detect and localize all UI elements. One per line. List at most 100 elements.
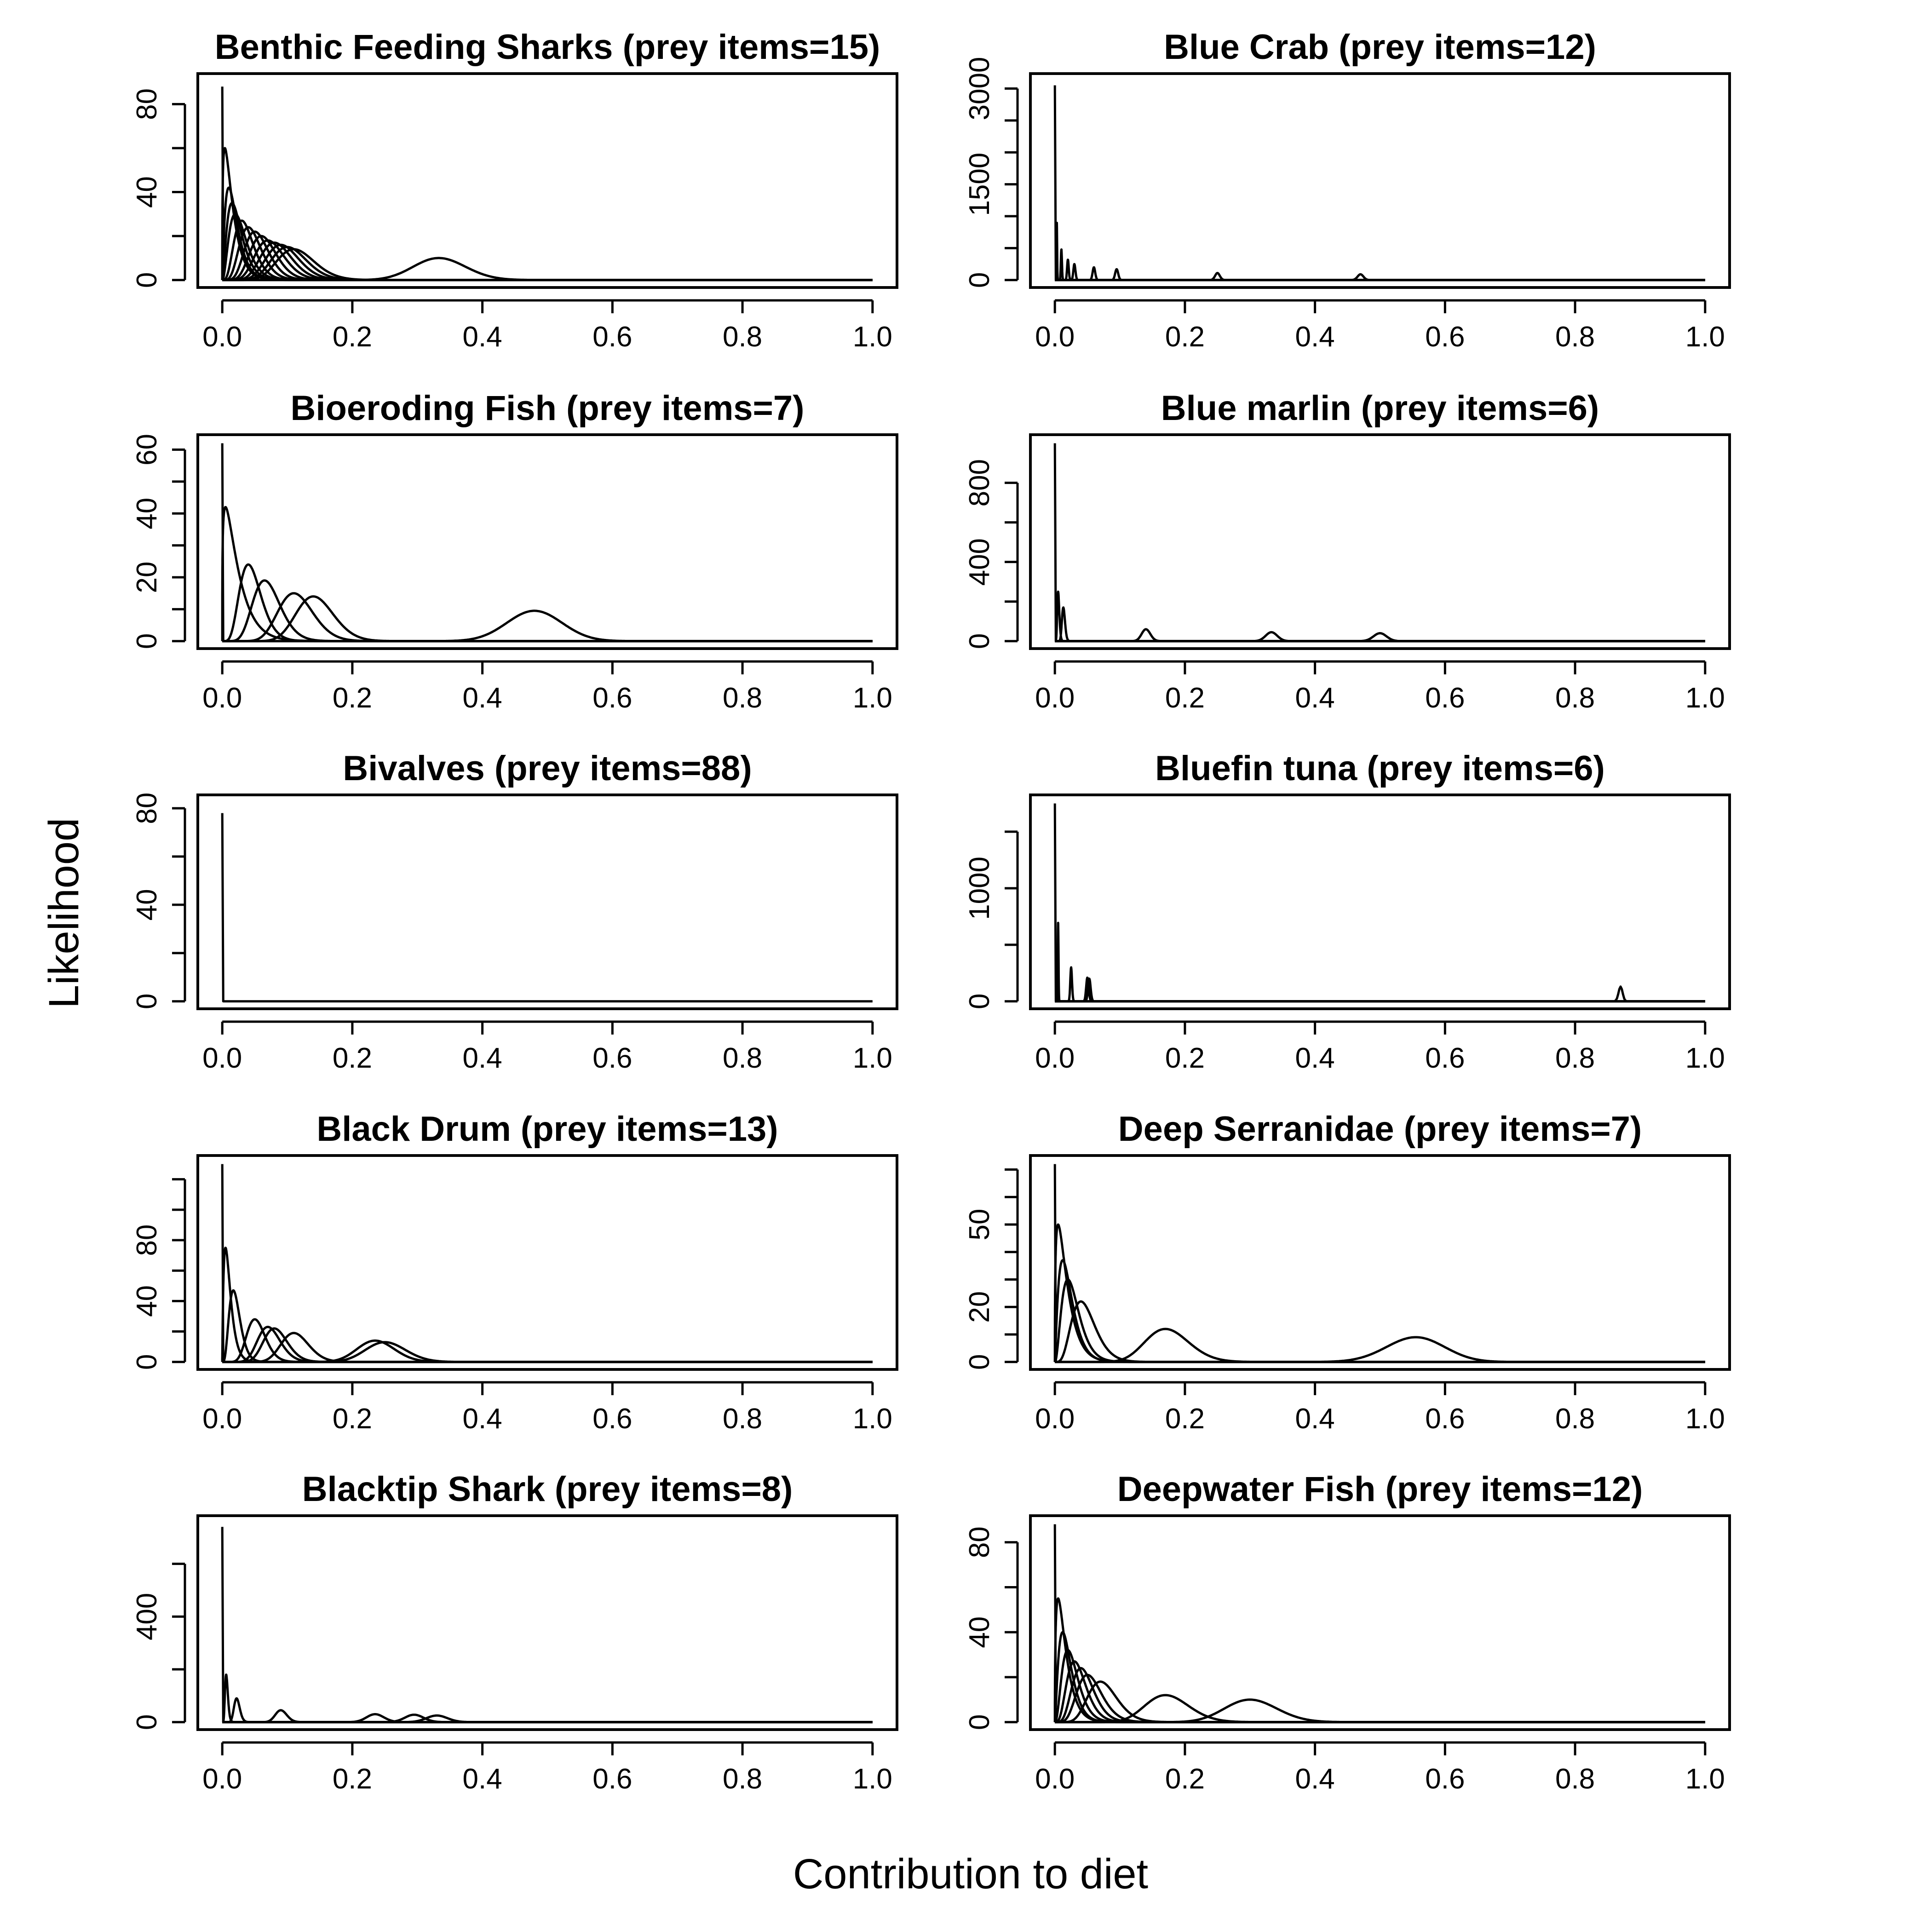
x-tick-label: 0.2	[1165, 1042, 1205, 1074]
x-tick-label: 0.8	[723, 1763, 762, 1795]
density-curve-8	[221, 1341, 873, 1363]
density-curve-4	[1053, 978, 1705, 1003]
density-curve-3	[221, 1709, 873, 1724]
y-tick-label: 40	[131, 1285, 163, 1317]
panel-title: Blacktip Shark (prey items=8)	[302, 1470, 793, 1509]
density-curve-4	[1053, 1300, 1705, 1363]
plot-frame	[1029, 794, 1731, 1010]
panel-title: Black Drum (prey items=13)	[316, 1110, 778, 1149]
density-curve-3	[1053, 976, 1705, 1003]
y-tick-label: 0	[964, 272, 995, 288]
density-curve-0	[221, 1164, 873, 1363]
density-curve-6	[221, 1332, 873, 1363]
density-curve-4	[1053, 263, 1705, 282]
y-tick-label: 40	[964, 1616, 995, 1648]
x-tick-label: 0.6	[592, 1403, 632, 1435]
x-tick-label: 0.4	[1295, 1403, 1335, 1435]
x-tick-label: 1.0	[853, 1763, 892, 1795]
x-tick-label: 0.6	[1425, 682, 1465, 714]
x-tick-label: 0.6	[592, 1763, 632, 1795]
density-curve-5	[1053, 1667, 1705, 1724]
density-curve-5	[221, 595, 873, 643]
x-tick-label: 0.2	[333, 682, 372, 714]
series-curves	[1053, 443, 1705, 643]
panel-5: Bluefin tuna (prey items=6) 0.0 0.2 0.4 0.6 0…	[964, 749, 1731, 1074]
x-tick-label: 0.4	[1295, 682, 1335, 714]
x-tick-label: 1.0	[1685, 1403, 1725, 1435]
density-curve-11	[221, 243, 873, 282]
panel-title: Deep Serranidae (prey items=7)	[1118, 1110, 1642, 1149]
x-tick-label: 0.2	[333, 321, 372, 353]
density-curve-3	[221, 579, 873, 643]
x-tick-label: 0.0	[1035, 321, 1075, 353]
density-curve-6	[221, 1714, 873, 1724]
y-tick-label: 0	[964, 1354, 995, 1369]
y-tick-label: 0	[131, 272, 163, 288]
density-curve-1	[221, 147, 873, 282]
plot-frame	[196, 1514, 898, 1731]
x-tick-label: 0.4	[463, 1042, 502, 1074]
plot-frame	[196, 794, 898, 1010]
x-tick-label: 0.0	[1035, 1763, 1075, 1795]
y-tick-label: 0	[131, 1354, 163, 1369]
y-tick-label: 0	[131, 633, 163, 649]
density-curve-4	[221, 213, 873, 282]
density-curve-2	[1053, 1631, 1705, 1724]
x-tick-label: 0.2	[333, 1763, 372, 1795]
density-curve-4	[221, 1713, 873, 1724]
plot-frame	[196, 1154, 898, 1371]
series-curves	[1053, 1164, 1705, 1363]
x-tick-label: 1.0	[1685, 1763, 1725, 1795]
x-tick-label: 0.6	[1425, 1042, 1465, 1074]
panel-3: Blue marlin (prey items=6) 0.0 0.2 0.4 0.6 0.…	[964, 389, 1731, 714]
x-tick-label: 0.4	[463, 682, 502, 714]
density-curve-1	[1053, 1223, 1705, 1363]
panel-title: Blue marlin (prey items=6)	[1161, 389, 1599, 428]
panels: Benthic Feeding Sharks (prey items=15) 0.…	[131, 28, 1731, 1795]
x-tick-label: 1.0	[853, 321, 892, 353]
y-tick-label: 80	[964, 1526, 995, 1558]
density-curve-0	[1053, 443, 1705, 643]
y-tick-label: 80	[131, 1225, 163, 1256]
y-tick-label: 40	[131, 498, 163, 529]
density-curve-4	[1053, 1660, 1705, 1724]
y-tick-label: 0	[131, 993, 163, 1009]
plot-frame	[196, 433, 898, 650]
x-tick-label: 1.0	[853, 682, 892, 714]
density-curve-1	[1053, 222, 1705, 282]
y-tick-label: 40	[131, 176, 163, 208]
plot-frame	[1029, 433, 1731, 650]
x-tick-label: 1.0	[1685, 321, 1725, 353]
density-curve-5	[1053, 985, 1705, 1003]
series-curves	[1053, 803, 1705, 1003]
x-tick-label: 0.2	[333, 1403, 372, 1435]
series-curves	[1053, 1524, 1705, 1724]
x-tick-label: 1.0	[1685, 682, 1725, 714]
y-tick-label: 3000	[964, 57, 995, 121]
plot-frame	[1029, 72, 1731, 289]
series-curves	[221, 1164, 873, 1363]
panel-1: Blue Crab (prey items=12) 0.0 0.2 0.4 0.6 0.8…	[964, 28, 1731, 353]
x-tick-label: 0.8	[723, 1403, 762, 1435]
density-curve-3	[1053, 1649, 1705, 1724]
x-tick-label: 0.4	[1295, 1042, 1335, 1074]
x-tick-label: 0.8	[723, 1042, 762, 1074]
density-curve-1	[1053, 1597, 1705, 1724]
y-tick-label: 1500	[964, 153, 995, 216]
y-tick-label: 60	[131, 434, 163, 466]
density-curve-7	[1053, 1680, 1705, 1724]
x-tick-label: 0.8	[1555, 321, 1595, 353]
density-curve-1	[1053, 921, 1705, 1003]
panel-title: Bioeroding Fish (prey items=7)	[291, 389, 805, 428]
density-curve-9	[1053, 1698, 1705, 1724]
plot-frame	[1029, 1154, 1731, 1371]
panel-0: Benthic Feeding Sharks (prey items=15) 0.…	[131, 28, 898, 353]
density-curve-8	[1053, 273, 1705, 282]
x-tick-label: 1.0	[853, 1042, 892, 1074]
density-curve-9	[221, 239, 873, 282]
y-tick-label: 400	[131, 1593, 163, 1640]
panel-title: Benthic Feeding Sharks (prey items=15)	[215, 28, 880, 67]
y-tick-label: 0	[964, 633, 995, 649]
panel-title: Blue Crab (prey items=12)	[1164, 28, 1596, 67]
density-curve-1	[221, 1247, 873, 1363]
